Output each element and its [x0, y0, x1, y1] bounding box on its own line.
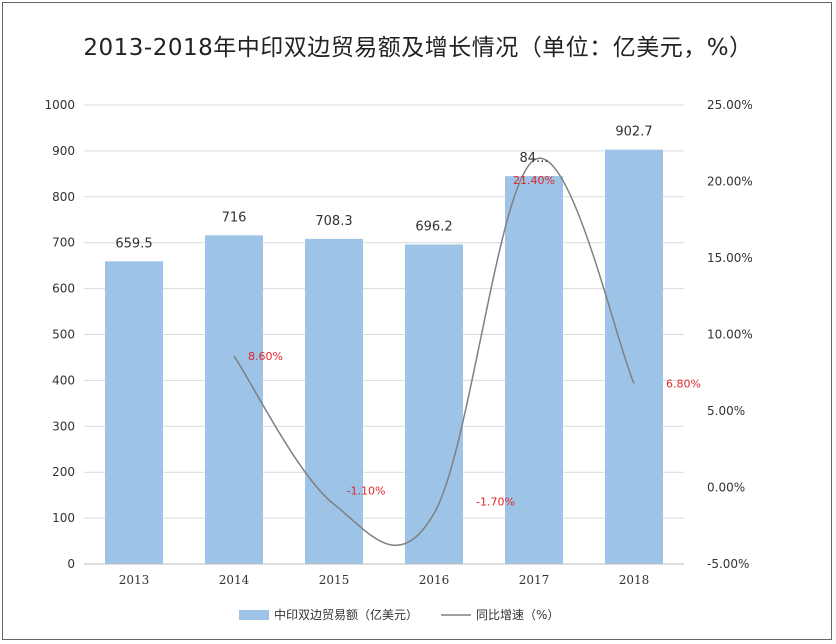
rate-value-label: -1.70%	[476, 496, 515, 509]
legend: 中印双边贸易额（亿美元） 同比增速（%）	[239, 607, 559, 622]
data-labels: 659.5 716 708.3 696.2 84... 902.7 8.60% -1.10% -…	[115, 125, 701, 509]
y-left-tick-label: 400	[52, 373, 75, 387]
x-tick-label: 2014	[219, 573, 250, 587]
bar-value-label: 696.2	[415, 219, 452, 234]
rate-value-label: 21.40%	[513, 174, 555, 187]
y-right-tick-label: 20.00%	[707, 175, 753, 189]
bar-series	[105, 149, 663, 564]
x-tick-label: 2017	[519, 573, 550, 587]
bar	[405, 244, 463, 564]
y-left-tick-label: 300	[52, 419, 75, 433]
y-right-tick-label: 15.00%	[707, 251, 753, 265]
x-tick-label: 2018	[619, 573, 650, 587]
y-right-tick-label: 0.00%	[707, 481, 745, 495]
bar	[105, 261, 163, 564]
y-right-tick-label: 5.00%	[707, 404, 745, 418]
line-series	[233, 157, 635, 547]
rate-value-label: 6.80%	[666, 377, 701, 390]
y-left-tick-label: 0	[67, 557, 75, 571]
bar-value-label: 84...	[520, 151, 549, 166]
growth-rate-line	[233, 157, 635, 547]
y-left-tick-label: 800	[52, 190, 75, 204]
rate-value-label: -1.10%	[347, 484, 386, 497]
x-tick-label: 2016	[419, 573, 450, 587]
bar	[305, 238, 363, 564]
y-left-tick-label: 1000	[44, 98, 75, 112]
y-left-tick-label: 700	[52, 236, 75, 250]
x-tick-label: 2013	[119, 573, 150, 587]
legend-label-bar: 中印双边贸易额（亿美元）	[274, 607, 418, 622]
legend-label-line: 同比增速（%）	[476, 608, 559, 622]
rate-value-label: 8.60%	[248, 350, 283, 363]
y-left-tick-label: 200	[52, 465, 75, 479]
bar	[505, 176, 563, 564]
y-right-tick-label: -5.00%	[707, 557, 749, 571]
y-left-tick-label: 600	[52, 282, 75, 296]
y-right-tick-label: 10.00%	[707, 328, 753, 342]
y-left-tick-label: 500	[52, 328, 75, 342]
y-left-tick-label: 900	[52, 144, 75, 158]
bar	[605, 149, 663, 564]
bar-value-label: 716	[222, 210, 247, 225]
y-right-tick-label: 25.00%	[707, 98, 753, 112]
axes: 0 100 200 300 400 500 600 700 800 900 1000 -5.00% 0.…	[44, 98, 752, 587]
chart-title: 2013-2018年中印双边贸易额及增长情况（单位：亿美元，%）	[83, 35, 753, 61]
bar-value-label: 659.5	[115, 236, 152, 251]
bar-value-label: 902.7	[615, 125, 652, 140]
y-left-tick-label: 100	[52, 511, 75, 525]
bar-value-label: 708.3	[315, 214, 352, 229]
bar	[205, 235, 263, 564]
legend-swatch-bar	[239, 610, 269, 620]
x-tick-label: 2015	[319, 573, 350, 587]
gridlines	[84, 104, 684, 519]
